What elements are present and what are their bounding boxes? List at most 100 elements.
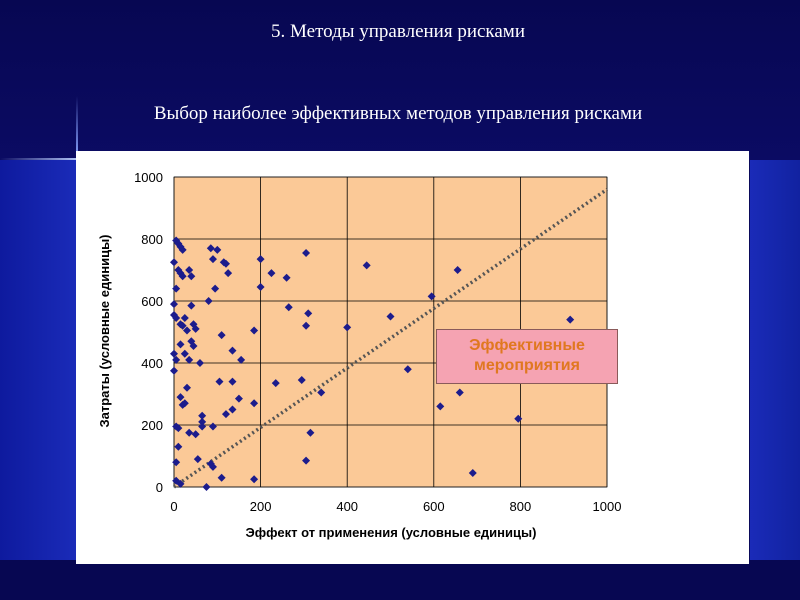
data-point	[256, 283, 265, 292]
data-point	[180, 349, 189, 358]
data-point	[206, 244, 215, 253]
data-point	[195, 359, 204, 367]
data-point	[185, 355, 194, 364]
data-point	[267, 269, 276, 278]
right-background-band	[750, 160, 800, 560]
data-point	[176, 479, 185, 488]
data-point	[282, 273, 291, 282]
data-point	[403, 365, 412, 374]
data-point	[302, 248, 311, 257]
data-point	[182, 383, 191, 392]
y-tick-label: 600	[141, 294, 163, 309]
data-point	[172, 284, 181, 293]
callout-text: Эффективные мероприятия	[469, 337, 585, 374]
y-tick-label: 1000	[134, 170, 163, 185]
effective-measures-callout: Эффективные мероприятия	[436, 329, 618, 384]
data-point	[198, 417, 207, 426]
chart-panel: 0 200 400 600 800 1000 0 200 400 600 800 1000 Эффек…	[76, 151, 749, 564]
accent-line-vertical	[76, 96, 78, 158]
data-point	[224, 269, 233, 278]
y-tick-label: 800	[141, 232, 163, 247]
x-tick-label: 0	[170, 499, 177, 514]
data-point	[306, 428, 315, 437]
data-point	[234, 394, 243, 403]
data-point	[256, 255, 265, 264]
data-point	[198, 422, 207, 431]
data-point	[185, 428, 194, 437]
data-point	[250, 475, 259, 484]
data-point	[284, 303, 293, 312]
data-point	[170, 366, 178, 375]
x-tick-label: 600	[423, 499, 445, 514]
scatter-chart: 0 200 400 600 800 1000 0 200 400 600 800 1000 Эффек…	[97, 170, 622, 540]
data-point	[191, 324, 200, 333]
data-point	[170, 310, 178, 319]
data-point	[172, 476, 181, 485]
data-point	[178, 321, 187, 330]
data-point	[302, 321, 311, 330]
data-point	[362, 261, 371, 270]
y-axis-label: Затраты (условные единицы)	[97, 234, 112, 427]
data-point	[221, 410, 230, 419]
data-point	[172, 236, 181, 245]
x-axis-label: Эффект от применения (условные единицы)	[246, 525, 537, 540]
data-point	[250, 326, 259, 335]
x-tick-label: 800	[510, 499, 532, 514]
data-point	[172, 458, 181, 467]
data-point	[172, 355, 181, 364]
data-point	[193, 455, 202, 464]
data-point	[514, 414, 523, 423]
data-point	[172, 314, 181, 323]
data-point	[204, 297, 213, 305]
slide-title: 5. Методы управления рисками	[271, 21, 525, 42]
data-point	[343, 323, 352, 332]
x-tick-label: 1000	[593, 499, 622, 514]
data-point	[191, 430, 200, 439]
data-point	[182, 326, 191, 335]
data-point	[217, 331, 226, 340]
data-point	[317, 388, 326, 397]
x-tick-label: 400	[336, 499, 358, 514]
slide-subtitle: Выбор наиболее эффективных методов управ…	[153, 103, 643, 124]
data-point	[170, 349, 178, 358]
data-point	[187, 301, 196, 310]
left-background-band	[0, 160, 76, 560]
data-point	[213, 245, 222, 254]
data-point	[221, 259, 230, 268]
data-point	[176, 340, 185, 349]
data-point	[250, 399, 259, 408]
data-point	[566, 315, 575, 324]
data-point	[453, 266, 462, 274]
data-point	[304, 309, 313, 318]
data-point	[187, 272, 196, 281]
data-point	[302, 456, 311, 465]
data-point	[217, 473, 226, 482]
data-point	[386, 312, 395, 321]
data-point	[237, 355, 246, 364]
data-point	[427, 292, 436, 301]
data-point	[178, 272, 187, 281]
data-point	[174, 442, 183, 451]
data-point	[208, 255, 217, 264]
data-point	[436, 402, 445, 411]
data-point	[228, 346, 237, 355]
data-point	[211, 284, 220, 293]
data-point	[208, 422, 217, 431]
data-point	[202, 483, 211, 491]
data-point	[180, 314, 189, 323]
accent-line-horizontal	[0, 158, 82, 160]
data-point	[198, 411, 207, 420]
footer-band	[0, 560, 800, 600]
data-point	[468, 469, 477, 478]
data-point	[228, 405, 237, 414]
data-point	[178, 245, 187, 254]
data-point	[170, 300, 178, 309]
data-point	[271, 379, 280, 388]
data-point	[297, 376, 306, 385]
header-band	[0, 0, 800, 160]
data-point	[189, 341, 198, 350]
data-point	[455, 388, 464, 397]
y-tick-label: 0	[156, 480, 163, 495]
data-point	[176, 393, 185, 402]
data-point	[215, 377, 224, 386]
